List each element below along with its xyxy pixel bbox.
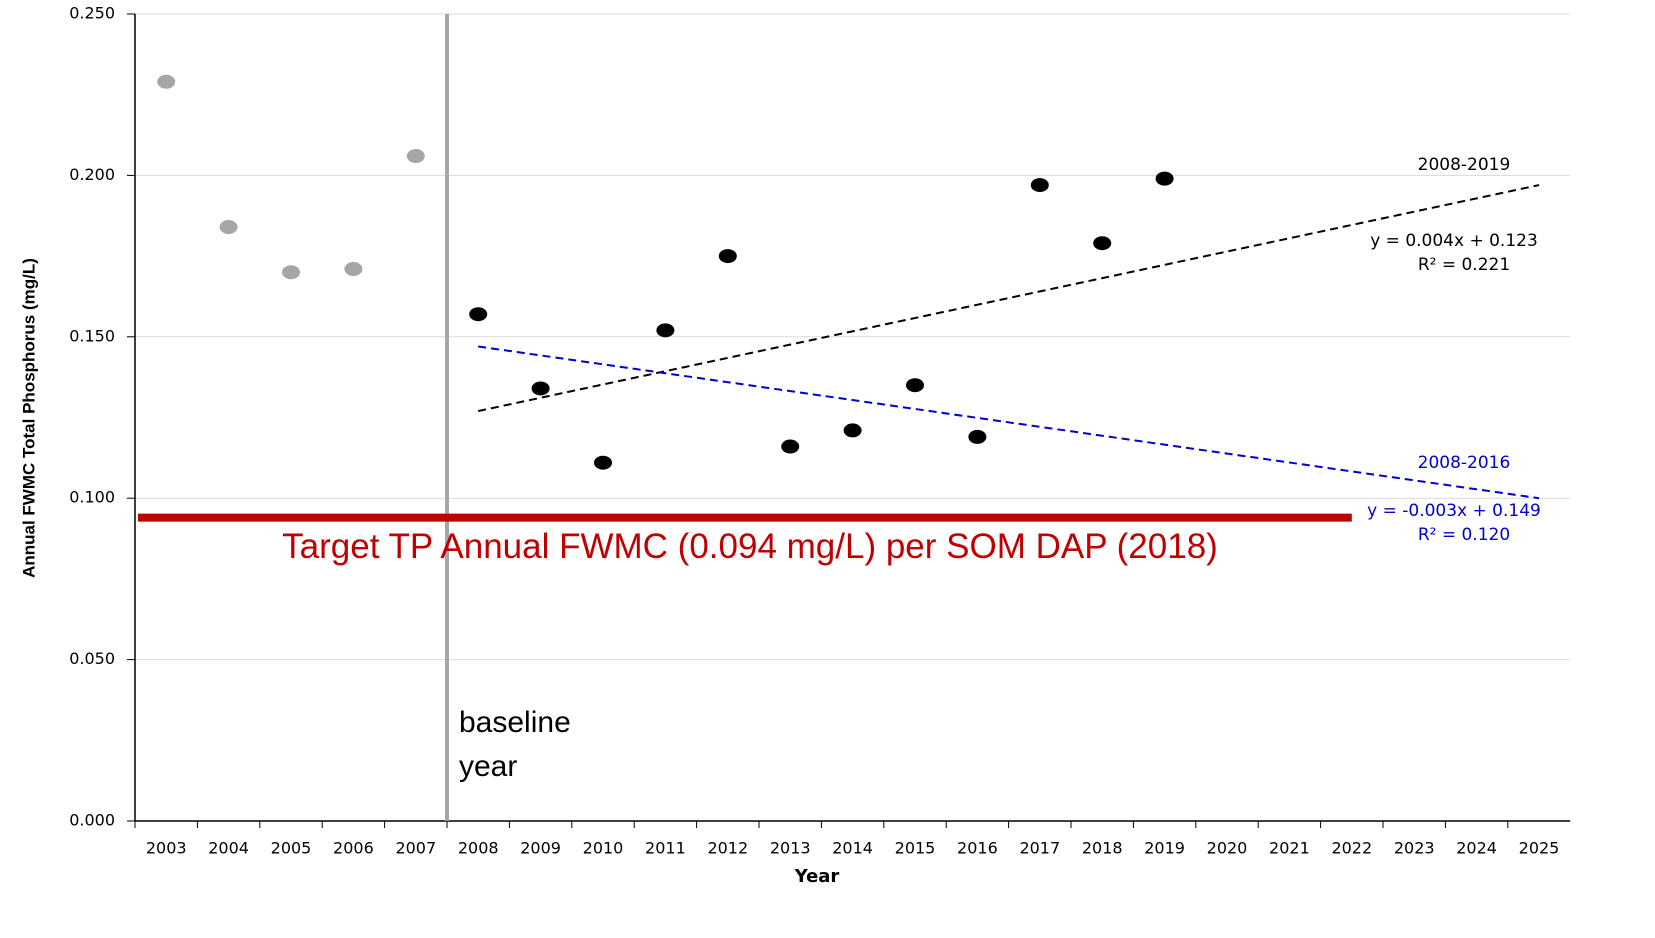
x-tick-label: 2008 bbox=[458, 839, 499, 858]
x-tick-label: 2025 bbox=[1519, 839, 1560, 858]
y-tick-label: 0.050 bbox=[69, 649, 115, 668]
x-tick-label: 2020 bbox=[1207, 839, 1248, 858]
point bbox=[906, 378, 924, 393]
x-tick-label: 2022 bbox=[1331, 839, 1372, 858]
x-tick-label: 2017 bbox=[1019, 839, 1060, 858]
point bbox=[531, 381, 550, 396]
x-tick-label: 2021 bbox=[1269, 839, 1310, 858]
x-tick-label: 2015 bbox=[895, 839, 936, 858]
point bbox=[157, 74, 176, 89]
trendline bbox=[477, 184, 1540, 413]
point bbox=[968, 429, 987, 444]
y-axis-title: Annual FWMC Total Phosphorus (mg/L) bbox=[19, 258, 38, 578]
x-tick-label: 2009 bbox=[520, 839, 561, 858]
x-tick-label: 2005 bbox=[271, 839, 312, 858]
point bbox=[718, 249, 737, 264]
trendline-r2: R² = 0.221 bbox=[1418, 255, 1510, 275]
x-axis-title: Year bbox=[794, 866, 840, 887]
point bbox=[219, 220, 238, 235]
baseline-label: year bbox=[459, 750, 517, 783]
point bbox=[344, 262, 363, 277]
x-tick-label: 2016 bbox=[957, 839, 998, 858]
x-tick-label: 2006 bbox=[333, 839, 374, 858]
y-tick-label: 0.250 bbox=[69, 4, 115, 23]
point bbox=[282, 265, 300, 280]
point bbox=[1030, 178, 1049, 193]
point bbox=[594, 455, 612, 470]
trendline-name: 2008-2019 bbox=[1418, 155, 1511, 175]
x-tick-label: 2010 bbox=[583, 839, 624, 858]
x-tick-label: 2013 bbox=[770, 839, 811, 858]
x-tick-label: 2019 bbox=[1144, 839, 1185, 858]
trendline bbox=[478, 345, 1540, 500]
x-tick-label: 2011 bbox=[645, 839, 686, 858]
baseline-label: baseline bbox=[459, 706, 571, 739]
trendline-name: 2008-2016 bbox=[1418, 453, 1511, 473]
point bbox=[1155, 171, 1174, 186]
y-tick-label: 0.200 bbox=[69, 165, 115, 184]
point bbox=[469, 307, 488, 322]
y-tick-label: 0.100 bbox=[69, 488, 115, 507]
y-tick-label: 0.150 bbox=[69, 326, 115, 345]
x-tick-label: 2023 bbox=[1394, 839, 1435, 858]
x-tick-label: 2024 bbox=[1456, 839, 1497, 858]
x-tick-label: 2003 bbox=[146, 839, 187, 858]
trendline-equation: y = 0.004x + 0.123 bbox=[1370, 231, 1538, 251]
y-tick-label: 0.000 bbox=[69, 811, 115, 830]
point bbox=[1093, 236, 1112, 251]
x-tick-label: 2007 bbox=[395, 839, 436, 858]
point bbox=[781, 439, 800, 454]
point bbox=[406, 149, 425, 164]
x-tick-label: 2004 bbox=[208, 839, 249, 858]
x-tick-label: 2014 bbox=[832, 839, 873, 858]
point bbox=[656, 323, 675, 338]
x-tick-label: 2012 bbox=[707, 839, 748, 858]
trendline-r2: R² = 0.120 bbox=[1418, 525, 1510, 545]
target-label: Target TP Annual FWMC (0.094 mg/L) per S… bbox=[282, 527, 1218, 566]
trendline-equation: y = -0.003x + 0.149 bbox=[1367, 501, 1541, 521]
x-tick-label: 2018 bbox=[1082, 839, 1123, 858]
point bbox=[843, 423, 862, 438]
